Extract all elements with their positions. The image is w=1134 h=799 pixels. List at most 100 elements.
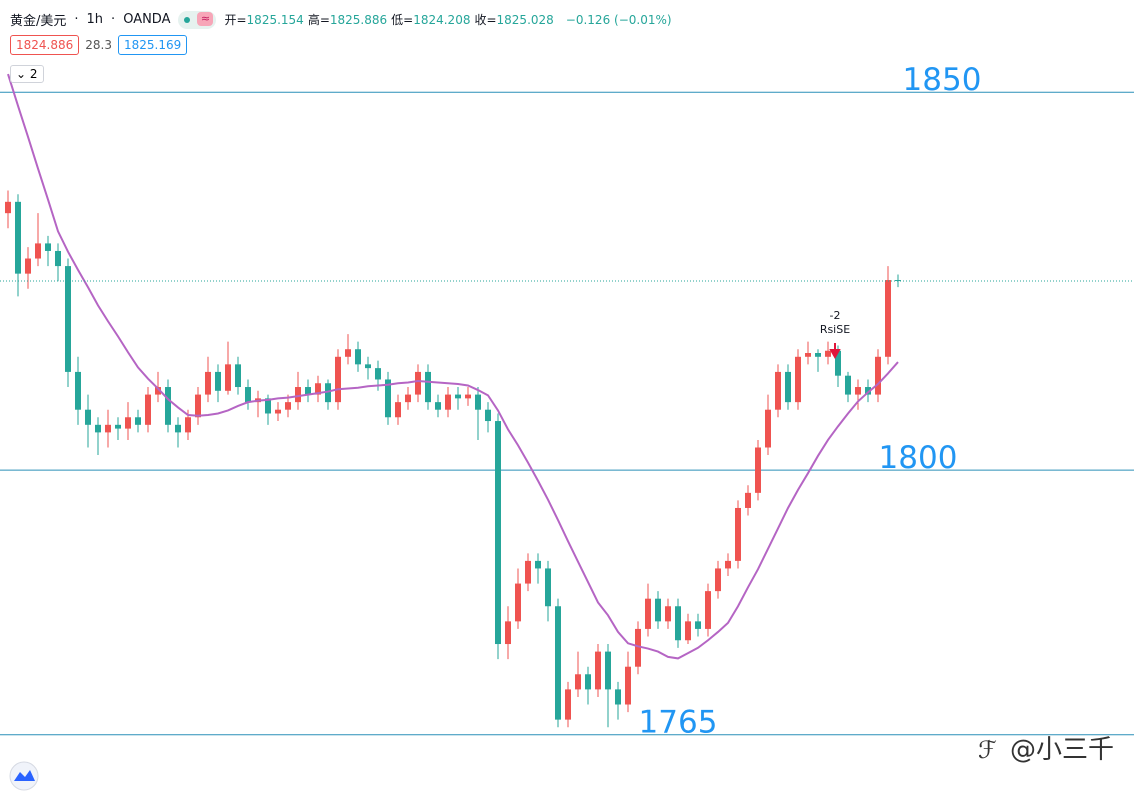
candle-body (175, 424, 181, 433)
bid[interactable]: 1824.886 (10, 35, 80, 55)
candle-body (65, 266, 71, 372)
candle-body (375, 368, 381, 380)
candle-body (245, 387, 251, 403)
watermark: @小三千 (1010, 735, 1114, 765)
interval[interactable]: 1h (86, 12, 104, 27)
candle-body (775, 371, 781, 410)
candle-body (695, 621, 701, 629)
candle-body (565, 689, 571, 720)
candle-body (125, 417, 131, 429)
signal-value: -2 (830, 309, 841, 322)
candle-body (515, 583, 521, 622)
candle-body (805, 353, 811, 357)
candle-body (665, 606, 671, 622)
candle-body (505, 621, 511, 645)
level-label: 1765 (639, 705, 718, 741)
candle-body (215, 371, 221, 391)
candle-body (585, 674, 591, 690)
signal-arrow (829, 343, 841, 360)
level-label: 1850 (903, 62, 982, 98)
candle-body (815, 353, 821, 357)
signal-label: RsiSE (820, 323, 850, 336)
candle-body (55, 250, 61, 267)
moving-average (7, 73, 899, 660)
candle-body (645, 598, 651, 629)
ohlc-value: 1824.208 (413, 13, 471, 27)
candle-body (155, 387, 161, 395)
candle-body (115, 424, 121, 429)
ohlc: 开=1825.154 高=1825.886 低=1824.208 收=1825.028 (224, 11, 557, 28)
candle-body (685, 621, 691, 641)
candle-body (495, 421, 501, 645)
status-pill[interactable] (178, 10, 217, 29)
candle-body (365, 364, 371, 369)
source: OANDA (123, 12, 171, 27)
candle-body (795, 356, 801, 403)
candle-body (455, 394, 461, 399)
candle-body (595, 651, 601, 690)
candle-body (885, 280, 891, 357)
candle-body (225, 364, 231, 391)
candle-body (335, 356, 341, 403)
candle-body (715, 568, 721, 592)
candle-body (735, 507, 741, 561)
candle-body (825, 350, 831, 357)
candle-body (465, 394, 471, 399)
ask[interactable]: 1825.169 (117, 35, 188, 55)
candle-body (325, 383, 331, 403)
candle-body (525, 560, 531, 584)
candle-body (145, 394, 151, 425)
ohlc-value: 1825.886 (329, 13, 388, 27)
quote-row: 1824.886 28.3 1825.169 (10, 35, 188, 55)
change: −0.126 (−0.01%) (565, 12, 672, 27)
logo-mark (14, 770, 35, 781)
candle-body (385, 379, 391, 418)
candle-body (135, 417, 141, 425)
candle-body (445, 394, 451, 410)
candle-body (165, 387, 171, 425)
indicator-toggle[interactable]: ⌄ 2 (10, 65, 44, 83)
candle-body (275, 409, 281, 414)
candle-body (675, 606, 681, 641)
indicator-count: 2 (29, 67, 38, 81)
candle-body (285, 402, 291, 410)
candle-body (15, 201, 21, 274)
candle-body (75, 371, 81, 410)
candle-body (745, 492, 751, 508)
ohlc-label: 低= (391, 13, 414, 27)
ohlc-label: 高= (307, 13, 330, 27)
candle-body (875, 356, 881, 395)
header: 黄金/美元· 1h· OANDA 开=1825.154高=1825.886低=1… (10, 10, 672, 29)
ohlc-label: 收= (474, 13, 497, 27)
candle-body (475, 394, 481, 410)
candle-body (835, 350, 841, 376)
symbol[interactable]: 黄金/美元 (10, 14, 67, 29)
candle-body (755, 447, 761, 493)
candle-body (555, 606, 561, 720)
ohlc-value: 1825.154 (246, 13, 304, 27)
candle-body (545, 568, 551, 607)
candle-body (35, 243, 41, 259)
candle-body (425, 371, 431, 403)
candle-body (855, 387, 861, 395)
candle-body (105, 424, 111, 433)
candle-body (435, 402, 441, 410)
ohlc-value: 1825.028 (496, 13, 554, 27)
candle-body (785, 371, 791, 403)
candle-body (705, 591, 711, 629)
candle-body (615, 689, 621, 705)
candle-body (185, 417, 191, 433)
candle-body (535, 560, 541, 569)
candle-body (5, 201, 11, 214)
candle-body (655, 598, 661, 622)
candle-body (315, 383, 321, 395)
candle-body (605, 651, 611, 690)
candle-body (195, 394, 201, 418)
candle-body (405, 394, 411, 403)
candle-body (845, 375, 851, 395)
candle-body (865, 387, 871, 395)
candle-body (235, 364, 241, 388)
ohlc-label: 开= (224, 13, 247, 27)
